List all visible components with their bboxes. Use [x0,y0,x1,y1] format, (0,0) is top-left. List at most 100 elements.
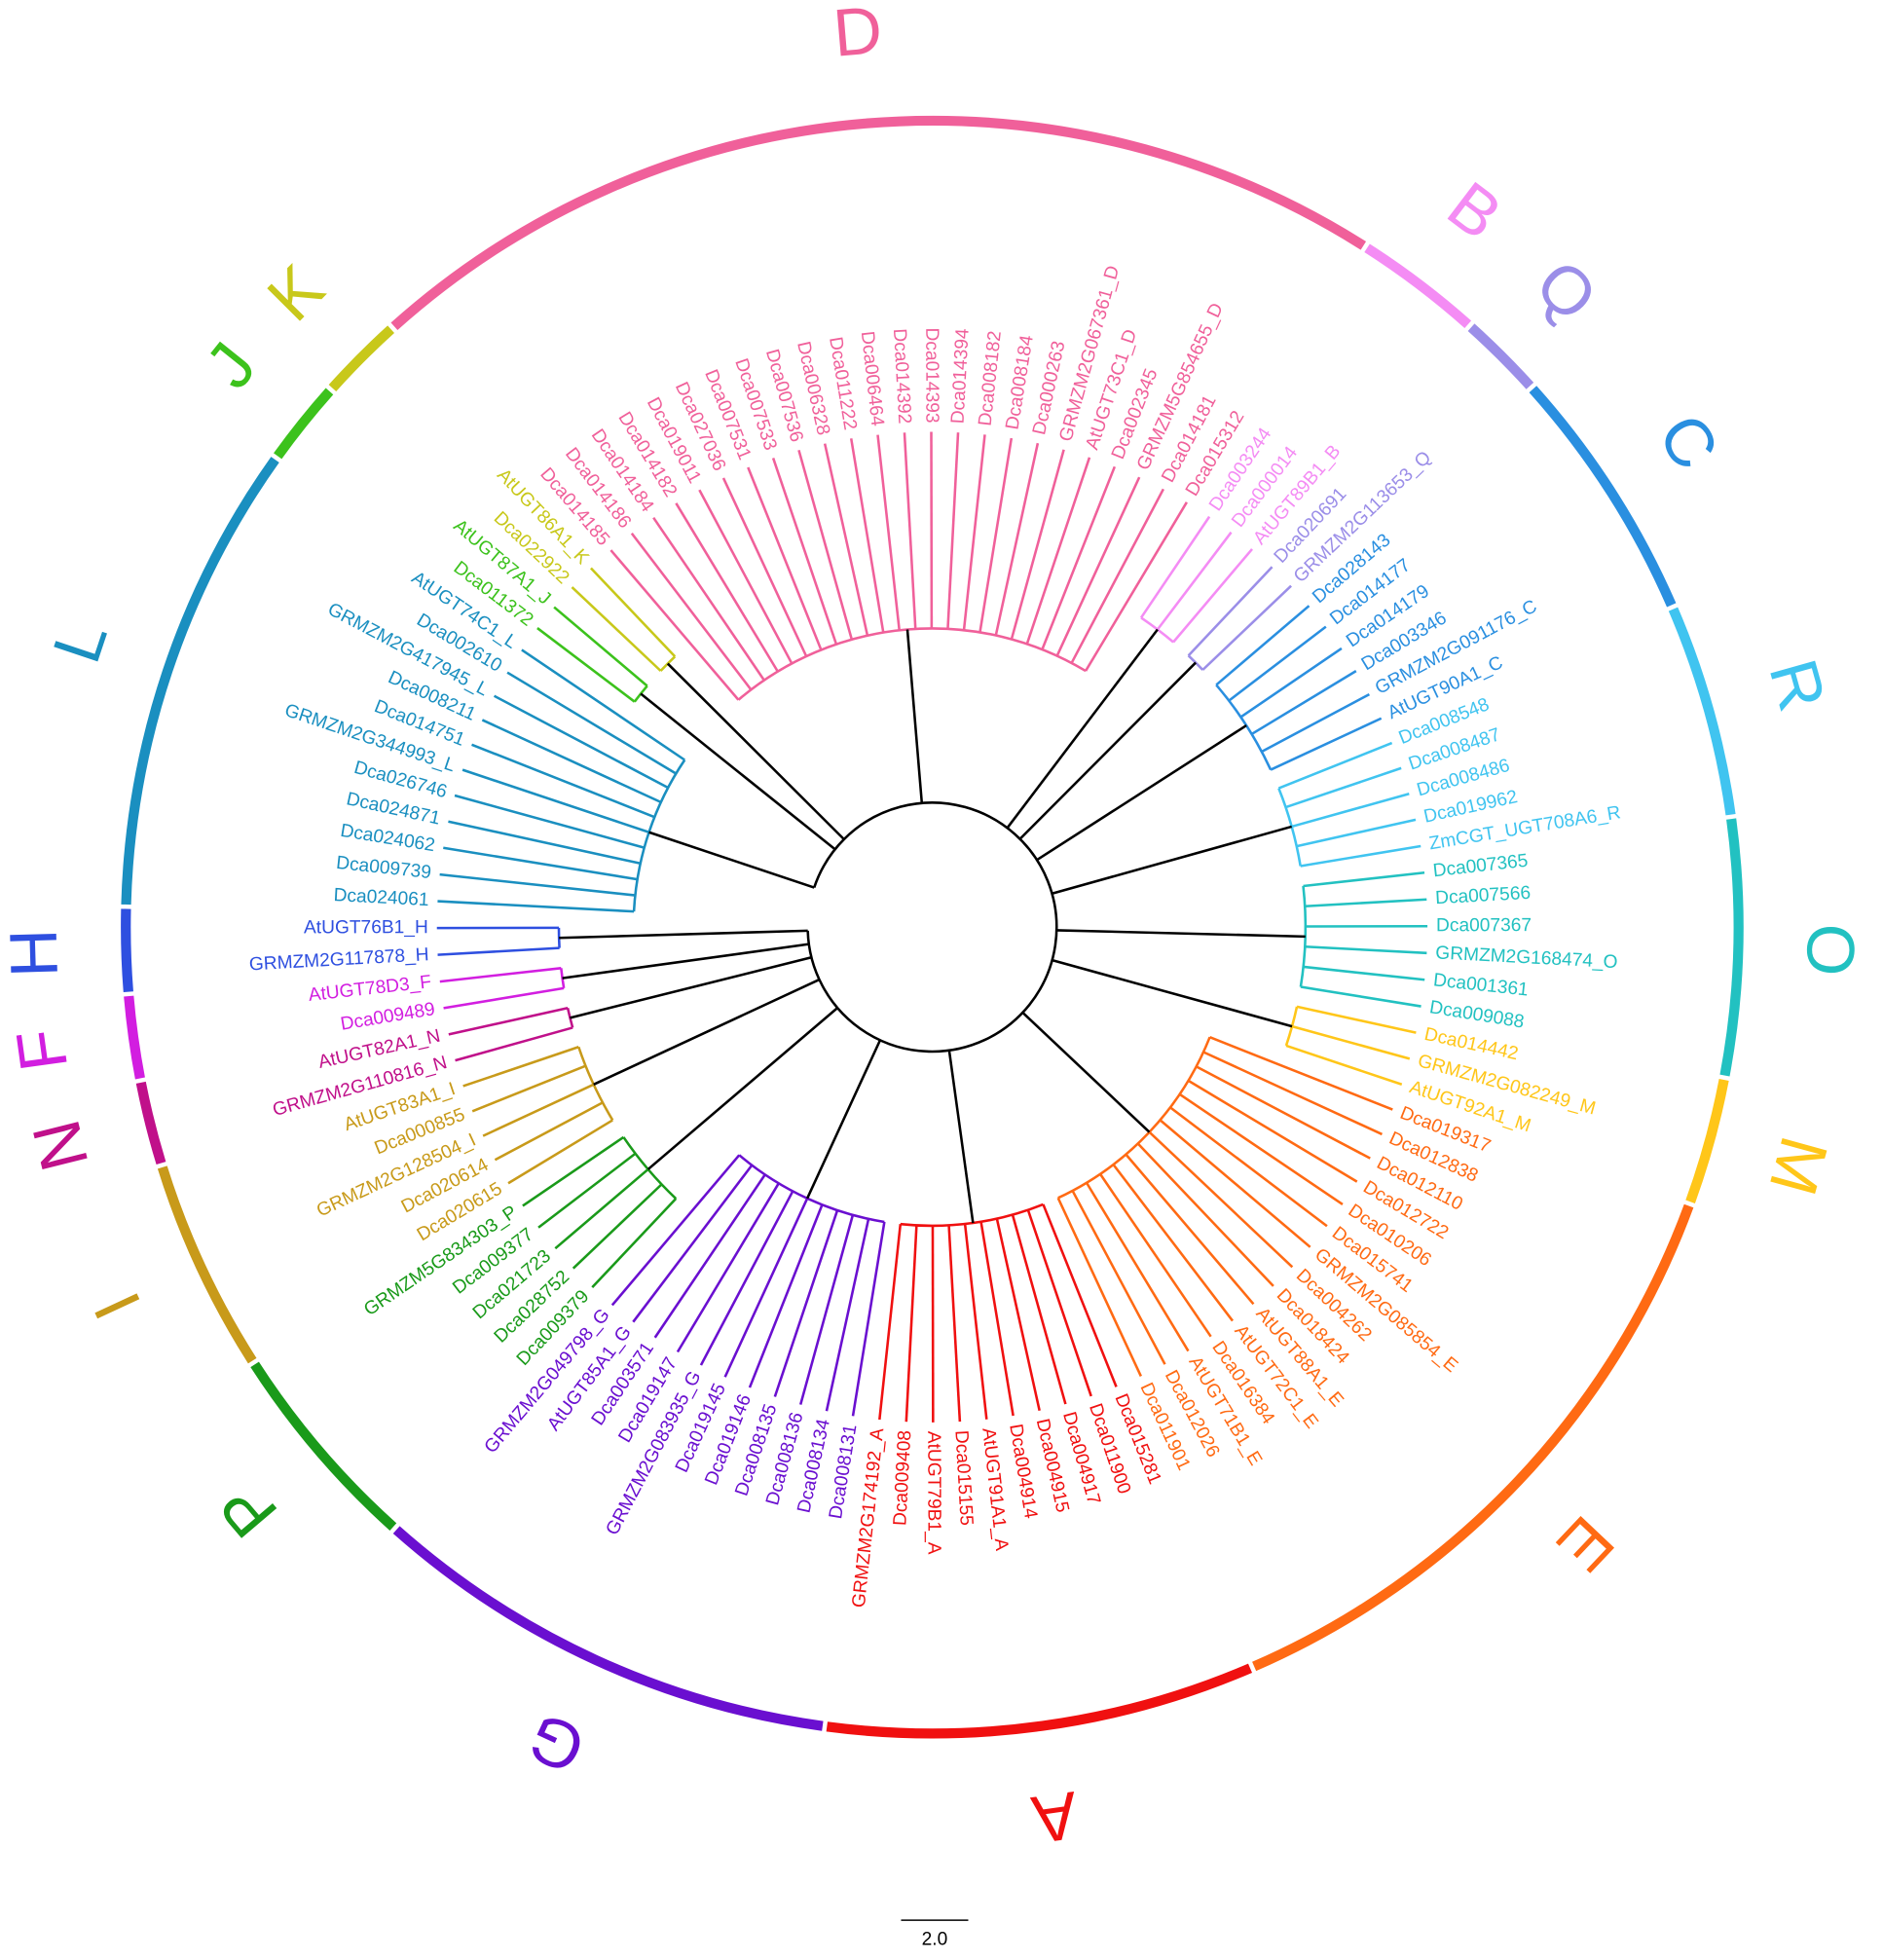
stem [648,831,815,889]
branch-arc [577,1046,614,1122]
branch [1300,844,1421,868]
group-letter: G [517,1698,596,1788]
leaf-label: AtUGT78D3_F [308,972,432,1006]
leaf-label: Dca008131 [826,1423,861,1520]
branch [1139,515,1211,619]
group-arc [390,115,1367,331]
group-letter: C [1643,401,1733,483]
group-letter: R [1754,651,1840,719]
stem [805,1039,882,1200]
root-arc [806,801,1058,1054]
branch [903,432,917,629]
branch [553,606,648,687]
branch [1056,1197,1142,1378]
branch [1303,870,1425,888]
leaf-label: AtUGT79B1_A [923,1431,943,1555]
leaf-label: Dca009408 [890,1430,915,1527]
branch [1291,792,1410,829]
branch [443,986,565,1010]
branch [947,1225,962,1423]
branch-arc [557,927,561,948]
group-letter: E [1543,1502,1629,1586]
leaf-label: Dca007365 [1432,851,1530,882]
branch [994,442,1040,636]
branch [1201,584,1292,671]
group-arc [124,995,145,1080]
branch [1125,1153,1255,1306]
group-letter: B [1434,167,1515,254]
stem [562,943,809,980]
branch [1011,1214,1067,1405]
stem [1006,628,1159,830]
branch [1303,965,1425,981]
branch [455,1026,573,1062]
leaf-label: Dca001361 [1432,970,1530,1000]
branch [572,1183,663,1270]
leaf-label: Dca024062 [339,821,436,856]
branch [1215,605,1311,686]
branch [1098,1173,1212,1338]
group-letter: N [18,1113,103,1178]
branch [632,1164,754,1323]
leaf-label: Dca015155 [950,1429,976,1526]
branch [1070,488,1165,664]
branch [591,1198,678,1288]
branch [1296,1005,1417,1034]
branch [1277,741,1393,790]
branch [979,1221,1015,1417]
branch [797,449,854,641]
stem [593,978,821,1086]
branch [1055,476,1141,657]
branch [1010,449,1065,640]
branch [1291,1024,1411,1060]
branch [905,1225,918,1423]
branch [963,1223,988,1420]
group-letter: I [80,1281,156,1330]
leaf-label: Dca014393 [921,328,942,424]
group-arc [1467,323,1534,389]
branch [698,489,794,665]
branch [630,533,753,691]
branch [1196,1065,1371,1160]
branch [554,1167,649,1250]
branch [609,549,740,701]
branch [876,434,901,631]
stem [1056,929,1306,939]
branch [1159,1119,1311,1248]
group-arc [1668,607,1736,816]
branch [1025,457,1091,645]
group-arc [274,388,334,460]
branch [721,477,808,657]
group-arc [826,1663,1253,1739]
branch [437,946,560,956]
stem [1018,661,1197,840]
branch [1026,1209,1092,1397]
branch [1187,566,1274,657]
branch [571,586,662,672]
group-letter: F [2,1024,82,1075]
branch [1169,1106,1328,1228]
branch [946,432,960,629]
group-letter: K [253,250,338,335]
group-arc [121,908,133,993]
branch [1305,944,1427,955]
branch [1136,1142,1274,1287]
branch [481,719,662,804]
leaf-label: Dca014394 [948,327,974,424]
group-arc [1529,386,1677,608]
branch [482,1083,595,1137]
group-arc [1685,1079,1729,1204]
branch [1296,818,1417,848]
stem [1021,1011,1151,1133]
group-letter: D [831,0,885,71]
branch [494,1101,604,1162]
branch [962,434,986,631]
branch [1228,625,1327,702]
branch [462,768,649,833]
branch [448,820,641,866]
branch [1042,1203,1118,1387]
branch [851,1221,886,1417]
branch [1202,1051,1384,1136]
branch [823,443,869,637]
branch [1300,985,1421,1008]
